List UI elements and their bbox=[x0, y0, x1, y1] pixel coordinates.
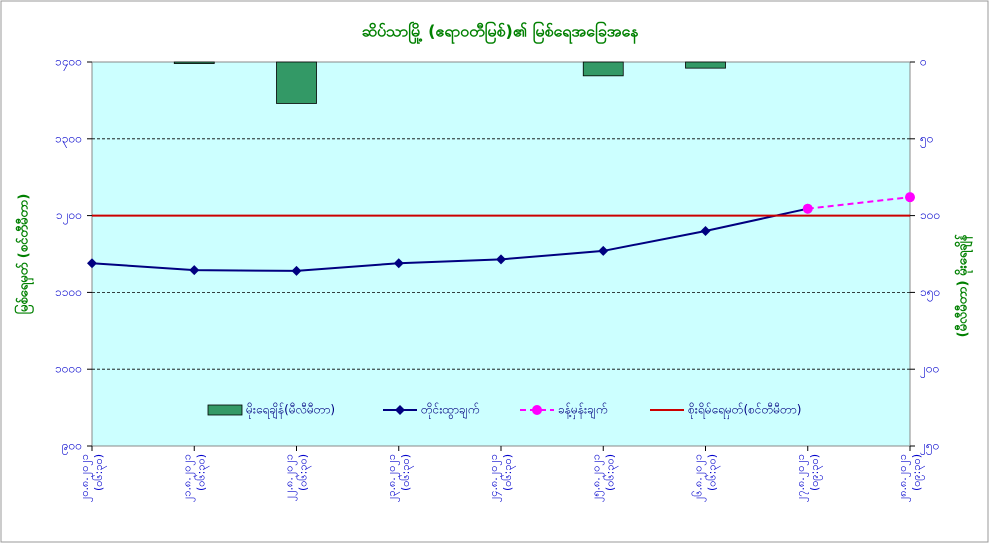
x-tick-label: ၂၈.၈.၂၀၂၁ bbox=[896, 454, 911, 502]
y-tick-label: ၁၁၀၀ bbox=[55, 285, 82, 299]
x-tick-label: ၂၄.၈.၂၀၂၁ bbox=[487, 454, 502, 502]
line bbox=[807, 196, 911, 210]
x-tick-label: (၀၉:၃၀) bbox=[910, 454, 925, 491]
point bbox=[802, 203, 813, 214]
x-tick-label: (၀၉:၃၀) bbox=[808, 454, 823, 491]
y2-tick-label: ၀ bbox=[920, 55, 927, 69]
bar bbox=[685, 61, 726, 69]
x-tick-label: (၀၆:၃၀) bbox=[603, 454, 618, 491]
point bbox=[700, 225, 711, 236]
y2-axis-title: (မီလီမီတာ) မိုးရေချိန် bbox=[954, 233, 974, 337]
legend-marker bbox=[395, 405, 405, 415]
x-tick-label: ၂၂.၈.၂၀၂၁ bbox=[283, 454, 298, 501]
plot-area bbox=[91, 61, 911, 447]
x-tick-label: ၂၇.၈.၂၀၂၁ bbox=[794, 454, 809, 502]
x-tick-label: ၂၁.၈.၂၀၂၁ bbox=[180, 454, 195, 502]
point bbox=[189, 265, 200, 276]
y-axis-title: မြစ်ရေမှတ် (စင်တီမီတာ) bbox=[14, 194, 35, 315]
line bbox=[91, 207, 808, 272]
y-tick-label: ၁၂၀၀ bbox=[56, 208, 82, 225]
legend-swatch bbox=[207, 404, 243, 416]
x-tick-label: (၀၆:၃၀) bbox=[297, 454, 312, 491]
point bbox=[291, 265, 302, 276]
point bbox=[393, 258, 404, 269]
y2-tick-label: ၁၀၀ bbox=[920, 208, 940, 222]
x-tick-label: (၀၆:၃၀) bbox=[92, 454, 107, 491]
y-tick-label: ၁၄၀၀ bbox=[55, 55, 82, 72]
x-tick-label: (၀၆:၃၀) bbox=[399, 454, 414, 491]
x-tick-label: (၀၆:၃၀) bbox=[194, 454, 209, 491]
y-tick-label: ၉၀၀ bbox=[62, 439, 82, 456]
x-tick-label: ၂၀.၈.၂၀၂၁ bbox=[78, 454, 93, 502]
point bbox=[496, 254, 506, 265]
bar bbox=[173, 61, 215, 64]
legend-label: ခန့်မှန်းချက် bbox=[558, 402, 607, 420]
y2-tick-label: ၂၅၀ bbox=[920, 439, 939, 456]
y2-tick-label: ၂၀၀ bbox=[920, 362, 939, 379]
bar bbox=[582, 61, 624, 77]
x-tick-label: ၂၆.၈.၂၀၂၁ bbox=[692, 454, 707, 502]
y-tick-label: ၁၀၀၀ bbox=[55, 362, 82, 376]
legend-label: စိုးရိမ်ရေမှတ်(စင်တီမီတာ) bbox=[688, 402, 801, 420]
x-tick-label: (၀၆:၃၀) bbox=[706, 454, 721, 491]
legend-label: တိုင်းထွာချက် bbox=[421, 402, 479, 420]
point bbox=[905, 192, 915, 203]
x-tick-label: ၂၅.၈.၂၀၂၁ bbox=[589, 454, 604, 502]
y2-tick-label: ၁၅၀ bbox=[920, 285, 940, 302]
bar bbox=[276, 61, 317, 104]
x-tick-label: (၀၆:၃၀) bbox=[501, 454, 516, 491]
y-tick-label: ၁၃၀၀ bbox=[55, 131, 82, 148]
x-tick-label: ၂၃.၈.၂၀၂၁ bbox=[385, 454, 400, 502]
y2-tick-label: ၅၀ bbox=[920, 131, 934, 148]
legend-marker bbox=[532, 405, 542, 415]
point bbox=[598, 245, 609, 256]
point bbox=[87, 258, 97, 269]
legend-label: မိုးရေချိန်(မီလီမီတာ) bbox=[246, 402, 335, 420]
